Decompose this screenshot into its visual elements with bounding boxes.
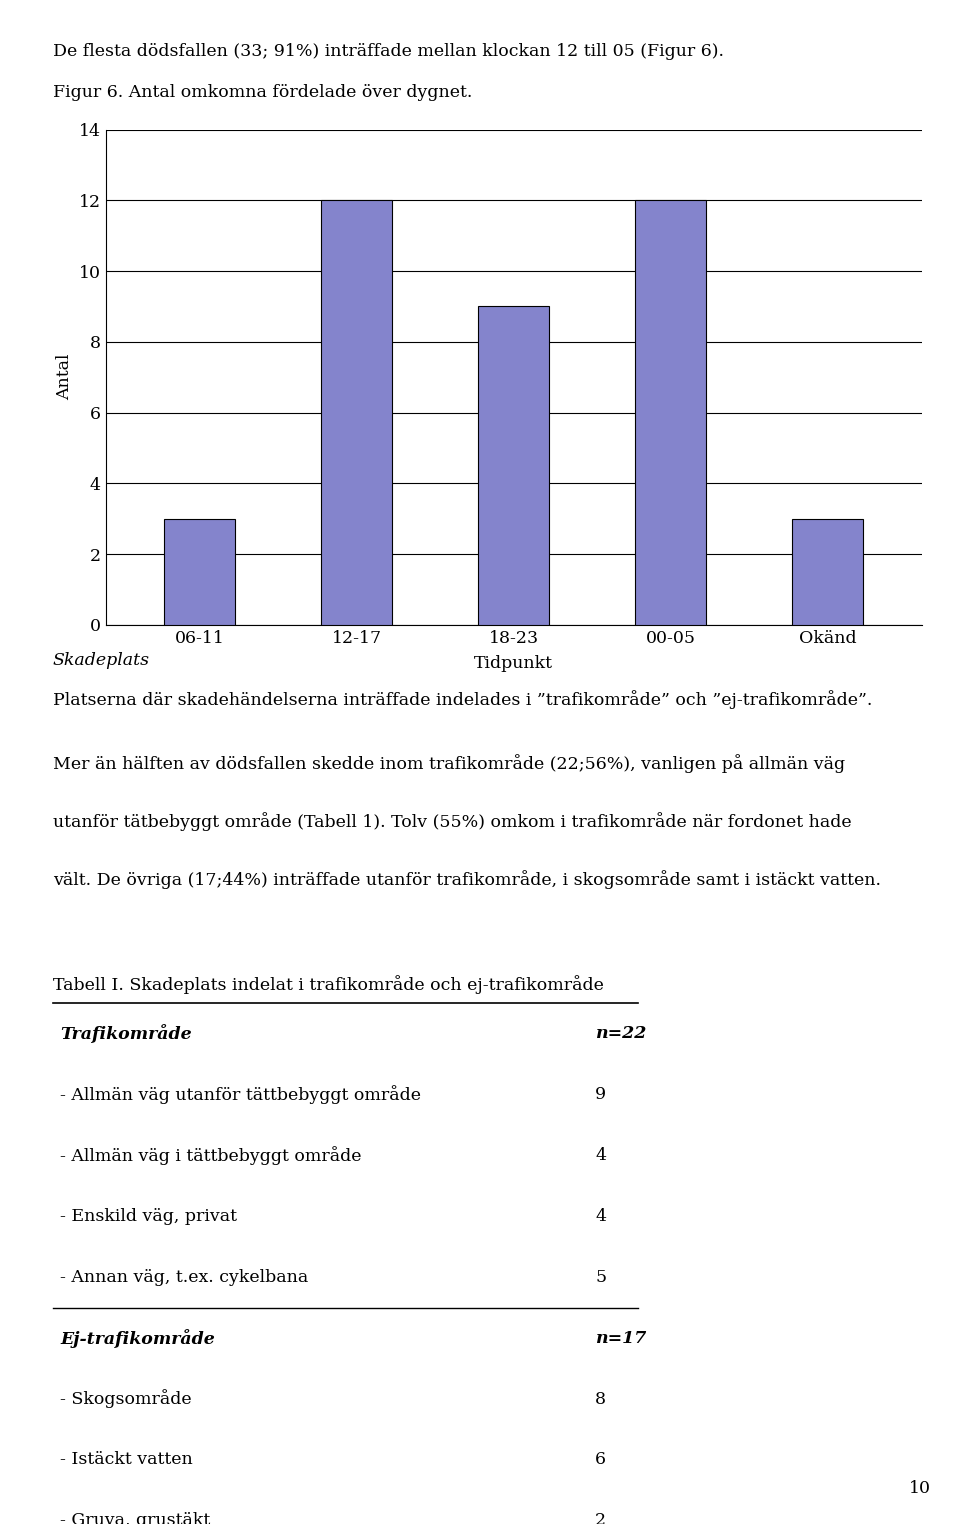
Text: De flesta dödsfallen (33; 91%) inträffade mellan klockan 12 till 05 (Figur 6).: De flesta dödsfallen (33; 91%) inträffad… [53, 43, 724, 59]
Text: utanför tätbebyggt område (Tabell 1). Tolv (55%) omkom i trafikområde när fordon: utanför tätbebyggt område (Tabell 1). To… [53, 812, 852, 831]
Bar [636, 200, 706, 625]
Text: - Gruva, grustäkt: - Gruva, grustäkt [60, 1512, 211, 1524]
Text: - Skogsområde: - Skogsområde [60, 1390, 192, 1408]
Text: 2: 2 [595, 1512, 607, 1524]
Text: - Enskild väg, privat: - Enskild väg, privat [60, 1207, 237, 1225]
Text: n=22: n=22 [595, 1024, 647, 1042]
Text: Mer än hälften av dödsfallen skedde inom trafikområde (22;56%), vanligen på allm: Mer än hälften av dödsfallen skedde inom… [53, 754, 845, 773]
Text: Trafikområde: Trafikområde [60, 1024, 192, 1042]
Text: Platserna där skadehändelserna inträffade indelades i ”trafikområde” och ”ej-tra: Platserna där skadehändelserna inträffad… [53, 690, 873, 709]
Text: - Allmän väg utanför tättbebyggt område: - Allmän väg utanför tättbebyggt område [60, 1085, 421, 1103]
Text: - Annan väg, t.ex. cykelbana: - Annan väg, t.ex. cykelbana [60, 1268, 309, 1286]
Text: n=17: n=17 [595, 1329, 647, 1347]
Text: - Istäckt vatten: - Istäckt vatten [60, 1451, 193, 1469]
Text: 4: 4 [595, 1207, 606, 1225]
Text: Tabell I. Skadeplats indelat i trafikområde och ej-trafikområde: Tabell I. Skadeplats indelat i trafikomr… [53, 975, 604, 994]
Text: vält. De övriga (17;44%) inträffade utanför trafikområde, i skogsområde samt i i: vält. De övriga (17;44%) inträffade utan… [53, 870, 881, 888]
Text: 5: 5 [595, 1268, 607, 1286]
Text: Figur 6. Antal omkomna fördelade över dygnet.: Figur 6. Antal omkomna fördelade över dy… [53, 84, 472, 101]
Y-axis label: Antal: Antal [56, 354, 73, 401]
Text: 9: 9 [595, 1085, 607, 1103]
Bar [792, 518, 863, 625]
Text: 6: 6 [595, 1451, 606, 1469]
Bar [478, 306, 549, 625]
X-axis label: Tidpunkt: Tidpunkt [474, 655, 553, 672]
Bar [322, 200, 392, 625]
Bar [164, 518, 235, 625]
Text: 8: 8 [595, 1390, 606, 1408]
Text: 4: 4 [595, 1146, 606, 1164]
Text: - Allmän väg i tättbebyggt område: - Allmän väg i tättbebyggt område [60, 1146, 362, 1164]
Text: 10: 10 [909, 1480, 931, 1497]
Text: Ej-trafikområde: Ej-trafikområde [60, 1329, 215, 1347]
Text: Skadeplats: Skadeplats [53, 652, 150, 669]
